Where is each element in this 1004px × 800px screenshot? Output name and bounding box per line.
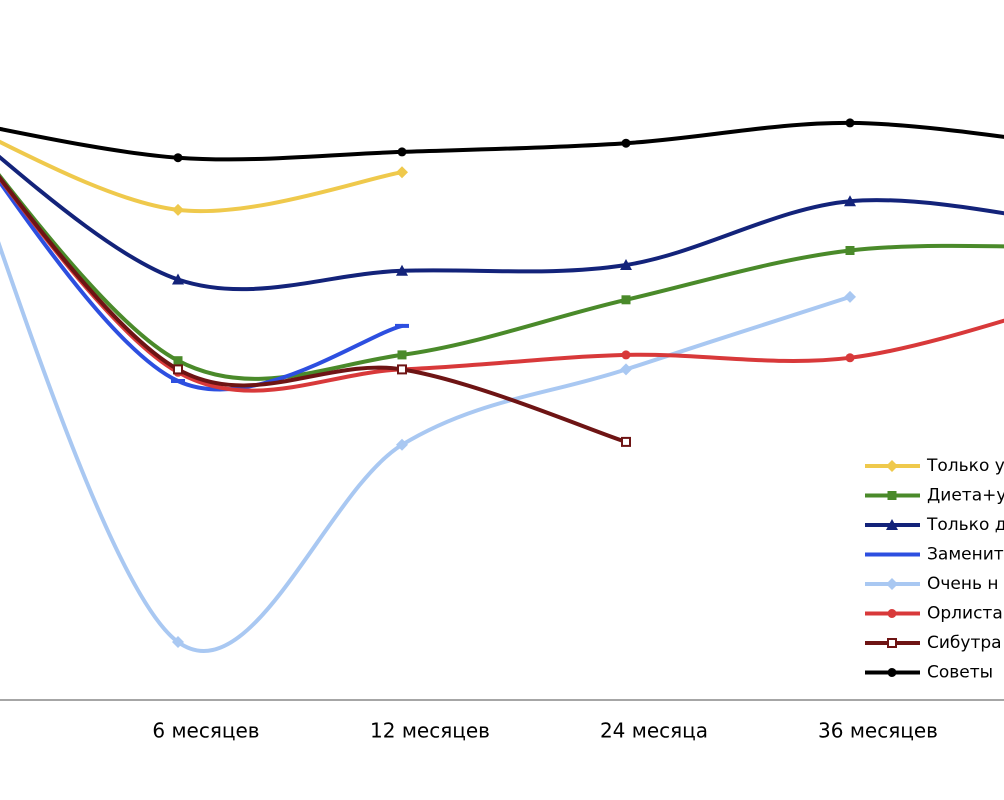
point xyxy=(621,295,631,305)
point xyxy=(396,166,408,179)
point xyxy=(845,246,855,255)
series-line xyxy=(0,174,628,444)
point xyxy=(173,153,183,163)
legend-marker xyxy=(885,552,899,557)
x-tick-label: 24 месяца xyxy=(600,719,708,743)
series-line xyxy=(0,173,1004,381)
legend-label: Только у xyxy=(926,456,1004,476)
legend-label: Сибутра xyxy=(927,633,1002,653)
point xyxy=(621,138,631,148)
series-line xyxy=(0,139,404,214)
point xyxy=(173,364,183,375)
legend-marker xyxy=(887,609,897,618)
legend-label: Советы xyxy=(927,663,993,683)
point xyxy=(621,350,631,360)
point xyxy=(396,264,408,276)
legend-label: Очень н xyxy=(927,574,999,594)
legend-marker xyxy=(886,578,898,590)
legend-marker xyxy=(887,491,897,500)
point xyxy=(172,203,184,216)
point xyxy=(172,636,184,648)
series-line xyxy=(0,154,1004,292)
point xyxy=(844,290,856,303)
point xyxy=(171,379,185,383)
legend-label: Орлиста xyxy=(927,604,1003,624)
legend-label: Заменит xyxy=(927,545,1004,565)
point xyxy=(396,438,408,451)
x-tick-label: 36 месяцев xyxy=(818,719,938,743)
point xyxy=(395,323,409,328)
legend-label: Диета+у xyxy=(927,486,1004,506)
point xyxy=(173,356,183,366)
legend-marker xyxy=(887,668,897,677)
series-line xyxy=(0,120,1004,162)
point xyxy=(397,350,407,360)
point xyxy=(397,364,407,375)
legend-marker xyxy=(886,519,898,530)
point xyxy=(620,363,632,376)
point xyxy=(844,195,856,207)
x-tick-label: 6 месяцев xyxy=(152,719,259,743)
legend-marker xyxy=(886,460,898,472)
x-tick-label: 12 месяцев xyxy=(370,719,490,743)
legend-marker xyxy=(887,638,897,648)
point xyxy=(621,436,631,447)
point xyxy=(172,273,184,285)
point xyxy=(845,353,855,363)
point xyxy=(397,147,407,157)
legend-label: Только д xyxy=(926,515,1004,535)
point xyxy=(845,118,855,128)
point xyxy=(620,259,632,270)
